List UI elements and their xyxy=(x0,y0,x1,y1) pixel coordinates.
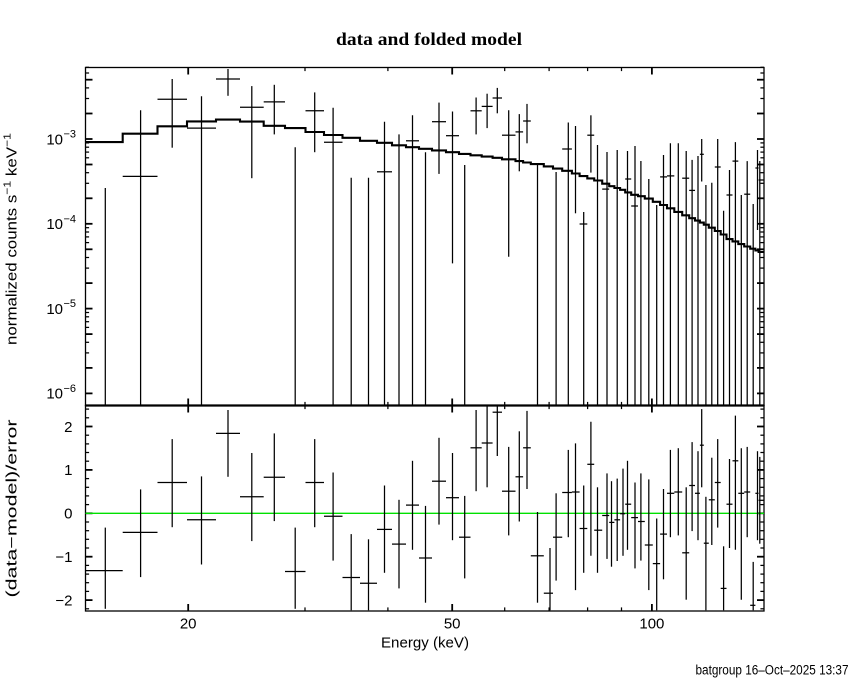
svg-text:−4: −4 xyxy=(64,213,77,225)
svg-text:50: 50 xyxy=(444,616,461,633)
svg-text:2: 2 xyxy=(64,419,72,436)
svg-text:100: 100 xyxy=(639,616,664,633)
svg-text:data and folded model: data and folded model xyxy=(336,29,522,49)
svg-text:−2: −2 xyxy=(55,592,72,609)
svg-text:1: 1 xyxy=(64,462,72,479)
svg-text:batgroup 16–Oct–2025 13:37: batgroup 16–Oct–2025 13:37 xyxy=(696,662,849,677)
svg-text:(data−model)/error: (data−model)/error xyxy=(5,419,21,597)
svg-text:−6: −6 xyxy=(64,383,77,395)
svg-text:10: 10 xyxy=(46,301,63,318)
svg-text:10: 10 xyxy=(46,131,63,148)
svg-text:10: 10 xyxy=(46,386,63,403)
svg-text:−3: −3 xyxy=(64,129,77,141)
svg-text:0: 0 xyxy=(64,506,72,523)
svg-text:Energy (keV): Energy (keV) xyxy=(381,636,469,652)
svg-text:−5: −5 xyxy=(64,298,77,310)
svg-text:−1: −1 xyxy=(55,549,72,566)
svg-text:normalized counts s−1 keV−1: normalized counts s−1 keV−1 xyxy=(2,133,21,345)
svg-text:20: 20 xyxy=(180,616,197,633)
svg-text:10: 10 xyxy=(46,216,63,233)
